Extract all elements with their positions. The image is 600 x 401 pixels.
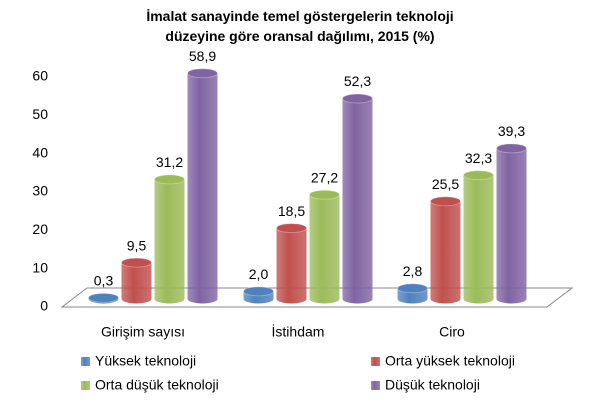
bar-top — [276, 223, 307, 234]
bar — [88, 292, 119, 304]
bar — [397, 283, 428, 304]
value-label: 2,0 — [249, 266, 269, 282]
value-label: 31,2 — [156, 154, 183, 170]
bar — [243, 286, 274, 304]
bar — [496, 143, 527, 304]
bar — [463, 170, 494, 304]
value-label: 2,8 — [403, 263, 423, 279]
bar-top — [342, 93, 373, 104]
bar-top — [243, 286, 274, 297]
bar-top — [88, 292, 119, 303]
x-tick-label: Girişim sayısı — [101, 324, 185, 340]
bar — [342, 93, 373, 304]
legend-label: Düşük teknoloji — [385, 377, 480, 393]
bar-top — [496, 143, 527, 154]
chart-title: İmalat sanayinde temel göstergelerin tek… — [146, 8, 454, 44]
value-label: 18,5 — [278, 203, 305, 219]
value-label: 58,9 — [189, 48, 216, 64]
legend-swatch — [81, 357, 90, 366]
y-tick-label: 20 — [32, 221, 48, 237]
bar-body — [496, 148, 527, 304]
bar-body — [309, 194, 340, 304]
y-tick-label: 40 — [32, 144, 48, 160]
bar — [154, 174, 185, 304]
value-label: 39,3 — [498, 123, 525, 139]
bar-body — [187, 73, 218, 304]
bar — [187, 68, 218, 304]
bar — [309, 189, 340, 304]
value-label: 32,3 — [465, 150, 492, 166]
legend-label: Orta düşük teknoloji — [95, 377, 219, 393]
legend-label: Orta yüksek teknoloji — [385, 353, 515, 369]
legend-swatch — [371, 381, 380, 390]
legend-swatch — [81, 381, 90, 390]
y-tick-label: 50 — [32, 106, 48, 122]
y-tick-label: 30 — [32, 183, 48, 199]
bar — [276, 223, 307, 304]
bar-body — [121, 262, 152, 304]
x-tick-label: Ciro — [439, 324, 465, 340]
bar-body — [463, 175, 494, 304]
y-tick-label: 10 — [32, 259, 48, 275]
bar-top — [121, 257, 152, 268]
value-label: 52,3 — [344, 73, 371, 89]
value-label: 0,3 — [94, 273, 114, 289]
bar-top — [154, 174, 185, 185]
bar-body — [430, 201, 461, 304]
bar-top — [397, 283, 428, 294]
legend-label: Yüksek teknoloji — [95, 353, 196, 369]
y-tick-label: 0 — [40, 298, 48, 314]
value-label: 27,2 — [311, 169, 338, 185]
bar-top — [309, 189, 340, 200]
bar-body — [276, 228, 307, 304]
y-tick-label: 60 — [32, 68, 48, 84]
bar-body — [154, 179, 185, 304]
bar-top — [463, 170, 494, 181]
bar — [121, 257, 152, 304]
bar — [430, 196, 461, 304]
value-label: 9,5 — [127, 237, 147, 253]
legend-swatch — [371, 357, 380, 366]
bar-top — [187, 68, 218, 79]
x-tick-label: İstihdam — [272, 323, 325, 340]
bar-body — [342, 98, 373, 304]
value-label: 25,5 — [432, 176, 459, 192]
bar-top — [430, 196, 461, 207]
